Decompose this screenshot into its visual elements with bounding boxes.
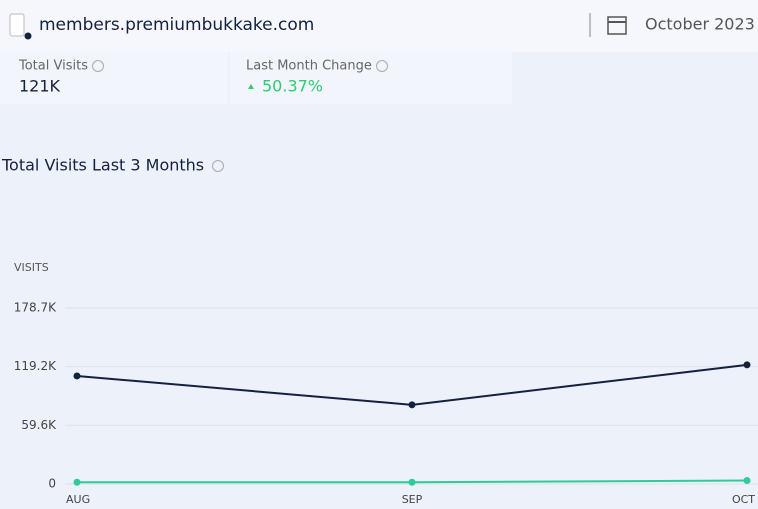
- info-icon[interactable]: [212, 160, 224, 172]
- domain[interactable]: members.premiumbukkake.com: [39, 15, 314, 35]
- point: [743, 477, 751, 485]
- x-tick-label: OCT: [732, 493, 755, 506]
- y-tick-label: 59.6K: [21, 418, 57, 432]
- stat-value: 121K: [19, 77, 61, 96]
- point: [73, 478, 81, 486]
- point: [743, 361, 751, 369]
- info-icon[interactable]: [92, 60, 104, 72]
- plot: 0 59.6K 119.2K 178.7K AUG SEP OCT: [14, 301, 758, 506]
- info-icon[interactable]: [376, 60, 388, 72]
- calendar-icon[interactable]: [607, 16, 627, 35]
- y-tick-label: 119.2K: [14, 359, 57, 373]
- point: [408, 401, 416, 409]
- chart-title: Total Visits Last 3 Months: [1, 156, 204, 175]
- y-tick-label: 0: [48, 477, 56, 491]
- stat-label: Total Visits: [18, 59, 88, 74]
- stat-value: 50.37%: [262, 77, 323, 96]
- x-tick-label: SEP: [402, 493, 423, 506]
- date[interactable]: October 2023: [645, 15, 755, 34]
- favicon: [9, 13, 25, 37]
- favicon-dot: [24, 32, 32, 40]
- stat-card: [230, 52, 512, 104]
- stat-card: [0, 52, 228, 104]
- up-arrow: [248, 84, 254, 89]
- x-tick-label: AUG: [66, 493, 90, 506]
- y-tick-label: 178.7K: [14, 301, 57, 315]
- top-bar: [0, 0, 758, 52]
- y-axis-label: VISITS: [14, 261, 49, 274]
- series-line: [76, 363, 748, 406]
- stat-label: Last Month Change: [246, 59, 372, 74]
- point: [408, 478, 416, 486]
- point: [73, 372, 81, 380]
